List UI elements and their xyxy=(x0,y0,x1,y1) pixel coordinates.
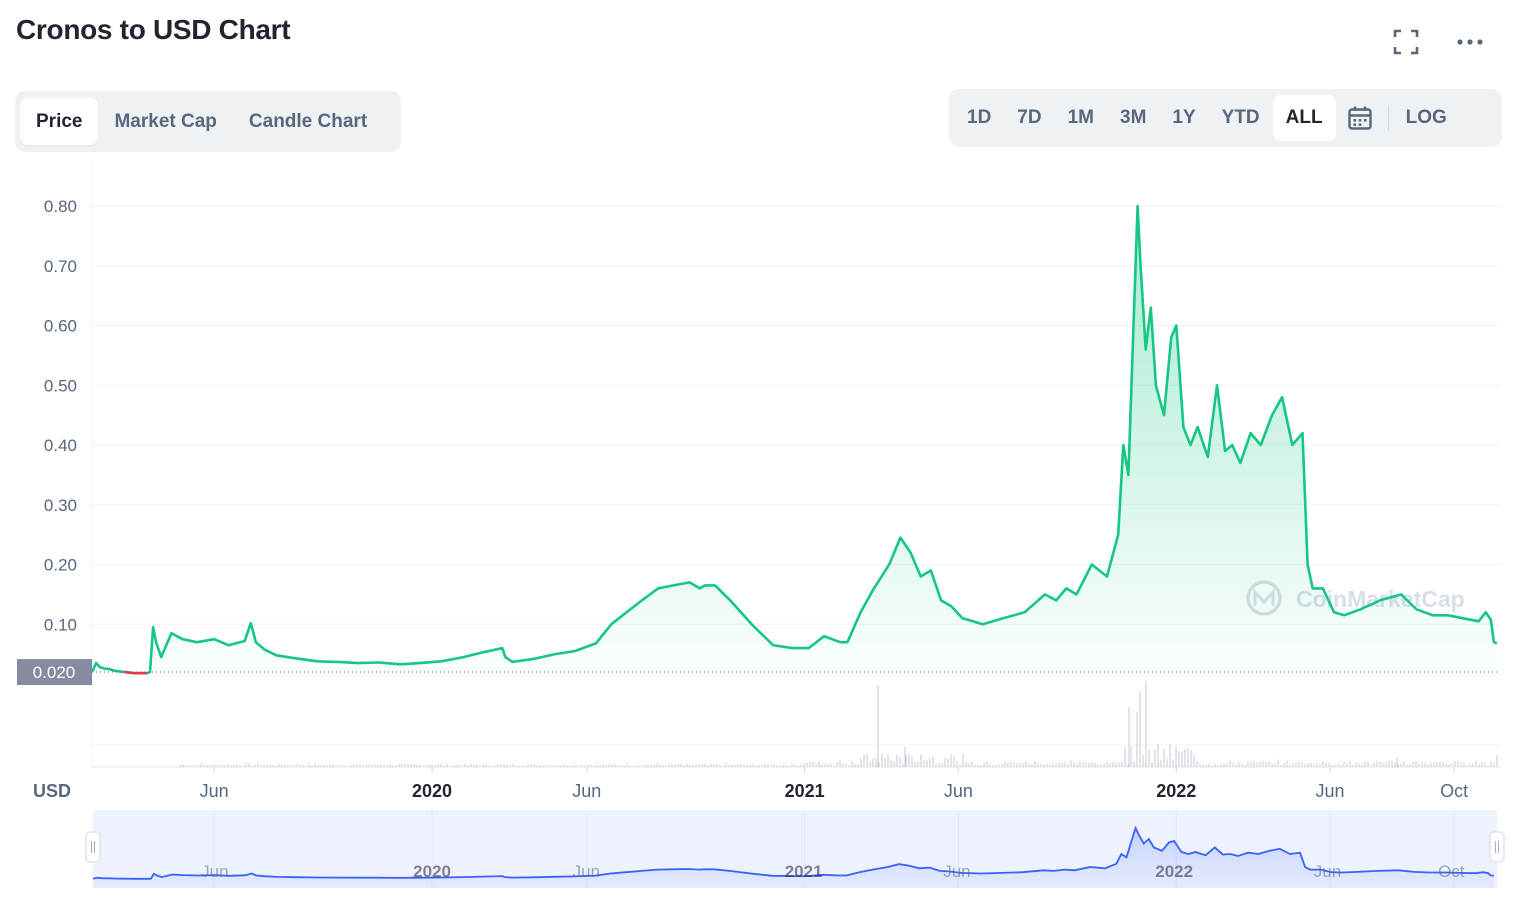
x-tick-label: Jun xyxy=(572,781,601,801)
x-tick-label: Oct xyxy=(1440,781,1468,801)
time-range-selector: 1D 7D 1M 3M 1Y YTD ALL LOG xyxy=(949,89,1502,147)
y-axis-labels: 0.10 0.20 0.30 0.40 0.50 0.60 0.70 0.80 xyxy=(44,197,77,634)
navigator-tick-label: 2022 xyxy=(1155,862,1193,881)
y-tick-label: 0.20 xyxy=(44,556,77,575)
date-range-button[interactable] xyxy=(1336,95,1384,141)
volume-bars xyxy=(179,681,1498,767)
x-tick-label: 2021 xyxy=(785,781,825,801)
navigator-tick-label: Oct xyxy=(1438,862,1465,881)
range-1m[interactable]: 1M xyxy=(1067,107,1094,128)
navigator-tick-label: 2021 xyxy=(785,862,823,881)
range-1d[interactable]: 1D xyxy=(967,107,992,128)
x-tick-label: Jun xyxy=(944,781,973,801)
divider xyxy=(1387,105,1389,131)
y-tick-label: 0.40 xyxy=(44,436,77,455)
price-area xyxy=(92,206,1497,674)
current-price-tag: 0.020 xyxy=(17,659,1500,686)
x-tick-label: Jun xyxy=(1315,781,1344,801)
watermark-text: CoinMarketCap xyxy=(1296,586,1465,612)
price-series xyxy=(90,204,1498,675)
tab-market-cap[interactable]: Market Cap xyxy=(114,110,217,132)
range-7d[interactable]: 7D xyxy=(1017,107,1042,128)
fullscreen-icon xyxy=(1393,29,1419,55)
watermark-logo xyxy=(1246,580,1282,616)
range-all[interactable]: ALL xyxy=(1272,95,1336,141)
x-tick-label: 2020 xyxy=(412,781,452,801)
navigator-tick-label: 2020 xyxy=(413,862,451,881)
price-line xyxy=(90,204,1498,675)
navigator-tick-label: Jun xyxy=(1314,862,1341,881)
y-tick-label: 0.60 xyxy=(44,317,77,336)
fullscreen-button[interactable] xyxy=(1386,22,1426,62)
y-tick-label: 0.80 xyxy=(44,197,77,216)
y-tick-label: 0.50 xyxy=(44,376,77,395)
navigator-tick-label: Jun xyxy=(573,862,600,881)
log-scale-toggle[interactable]: LOG xyxy=(1405,107,1447,128)
range-1y[interactable]: 1Y xyxy=(1172,107,1196,128)
range-navigator[interactable]: Jun 2020 Jun 2021 Jun 2022 Jun Oct xyxy=(85,810,1505,888)
navigator-area xyxy=(93,828,1494,888)
gridlines xyxy=(91,166,1500,768)
y-tick-label: 0.30 xyxy=(44,496,77,515)
navigator-line xyxy=(92,825,1495,880)
page-title: Cronos to USD Chart xyxy=(16,14,291,45)
navigator-left-handle[interactable] xyxy=(85,831,101,863)
tab-candle-chart[interactable]: Candle Chart xyxy=(248,110,368,132)
current-price-label: 0.020 xyxy=(33,663,76,682)
chart-type-tabs: Price Market Cap Candle Chart xyxy=(15,91,401,152)
more-icon xyxy=(1457,39,1483,45)
navigator-tick-label: Jun xyxy=(943,862,970,881)
watermark-logo-mark xyxy=(1253,588,1275,606)
calendar-icon xyxy=(1347,106,1372,130)
range-ytd[interactable]: YTD xyxy=(1221,107,1260,128)
current-price-badge xyxy=(17,659,92,686)
navigator-right-handle[interactable] xyxy=(1489,831,1505,863)
navigator-tick-label: Jun xyxy=(201,862,228,881)
currency-label: USD xyxy=(33,781,71,801)
more-options-button[interactable] xyxy=(1450,22,1490,62)
price-line-below-baseline xyxy=(124,670,147,675)
x-tick-label: Jun xyxy=(200,781,229,801)
navigator-selection xyxy=(93,810,1497,888)
watermark: CoinMarketCap xyxy=(1246,580,1465,616)
y-tick-label: 0.70 xyxy=(44,257,77,276)
x-tick-label: 2022 xyxy=(1156,781,1196,801)
range-3m[interactable]: 3M xyxy=(1120,107,1147,128)
y-tick-label: 0.10 xyxy=(44,615,77,634)
tab-price[interactable]: Price xyxy=(20,98,99,145)
x-axis-labels: Jun 2020 Jun 2021 Jun 2022 Jun Oct USD xyxy=(33,767,1468,801)
